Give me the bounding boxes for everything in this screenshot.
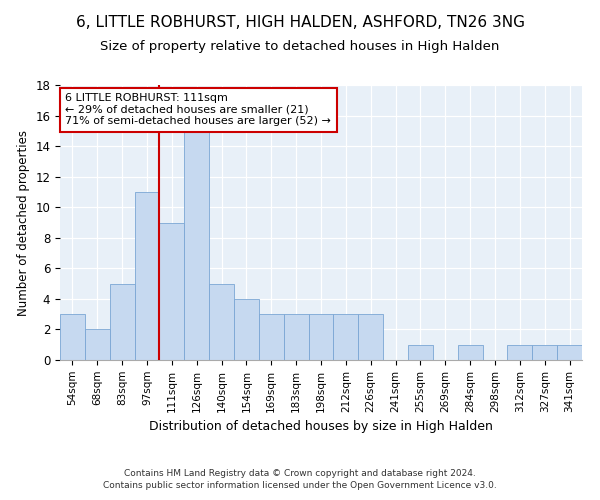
Bar <box>358 314 383 360</box>
Bar <box>209 284 234 360</box>
Bar <box>508 344 532 360</box>
Bar <box>134 192 160 360</box>
Bar <box>532 344 557 360</box>
Bar <box>557 344 582 360</box>
Text: Contains public sector information licensed under the Open Government Licence v3: Contains public sector information licen… <box>103 481 497 490</box>
Bar <box>408 344 433 360</box>
Text: Contains HM Land Registry data © Crown copyright and database right 2024.: Contains HM Land Registry data © Crown c… <box>124 468 476 477</box>
X-axis label: Distribution of detached houses by size in High Halden: Distribution of detached houses by size … <box>149 420 493 433</box>
Y-axis label: Number of detached properties: Number of detached properties <box>17 130 30 316</box>
Bar <box>458 344 482 360</box>
Bar <box>259 314 284 360</box>
Bar <box>234 299 259 360</box>
Bar <box>334 314 358 360</box>
Bar <box>110 284 134 360</box>
Text: 6, LITTLE ROBHURST, HIGH HALDEN, ASHFORD, TN26 3NG: 6, LITTLE ROBHURST, HIGH HALDEN, ASHFORD… <box>76 15 524 30</box>
Bar <box>308 314 334 360</box>
Bar <box>160 222 184 360</box>
Text: Size of property relative to detached houses in High Halden: Size of property relative to detached ho… <box>100 40 500 53</box>
Bar <box>284 314 308 360</box>
Bar <box>60 314 85 360</box>
Bar <box>184 131 209 360</box>
Bar <box>85 330 110 360</box>
Text: 6 LITTLE ROBHURST: 111sqm
← 29% of detached houses are smaller (21)
71% of semi-: 6 LITTLE ROBHURST: 111sqm ← 29% of detac… <box>65 93 331 126</box>
